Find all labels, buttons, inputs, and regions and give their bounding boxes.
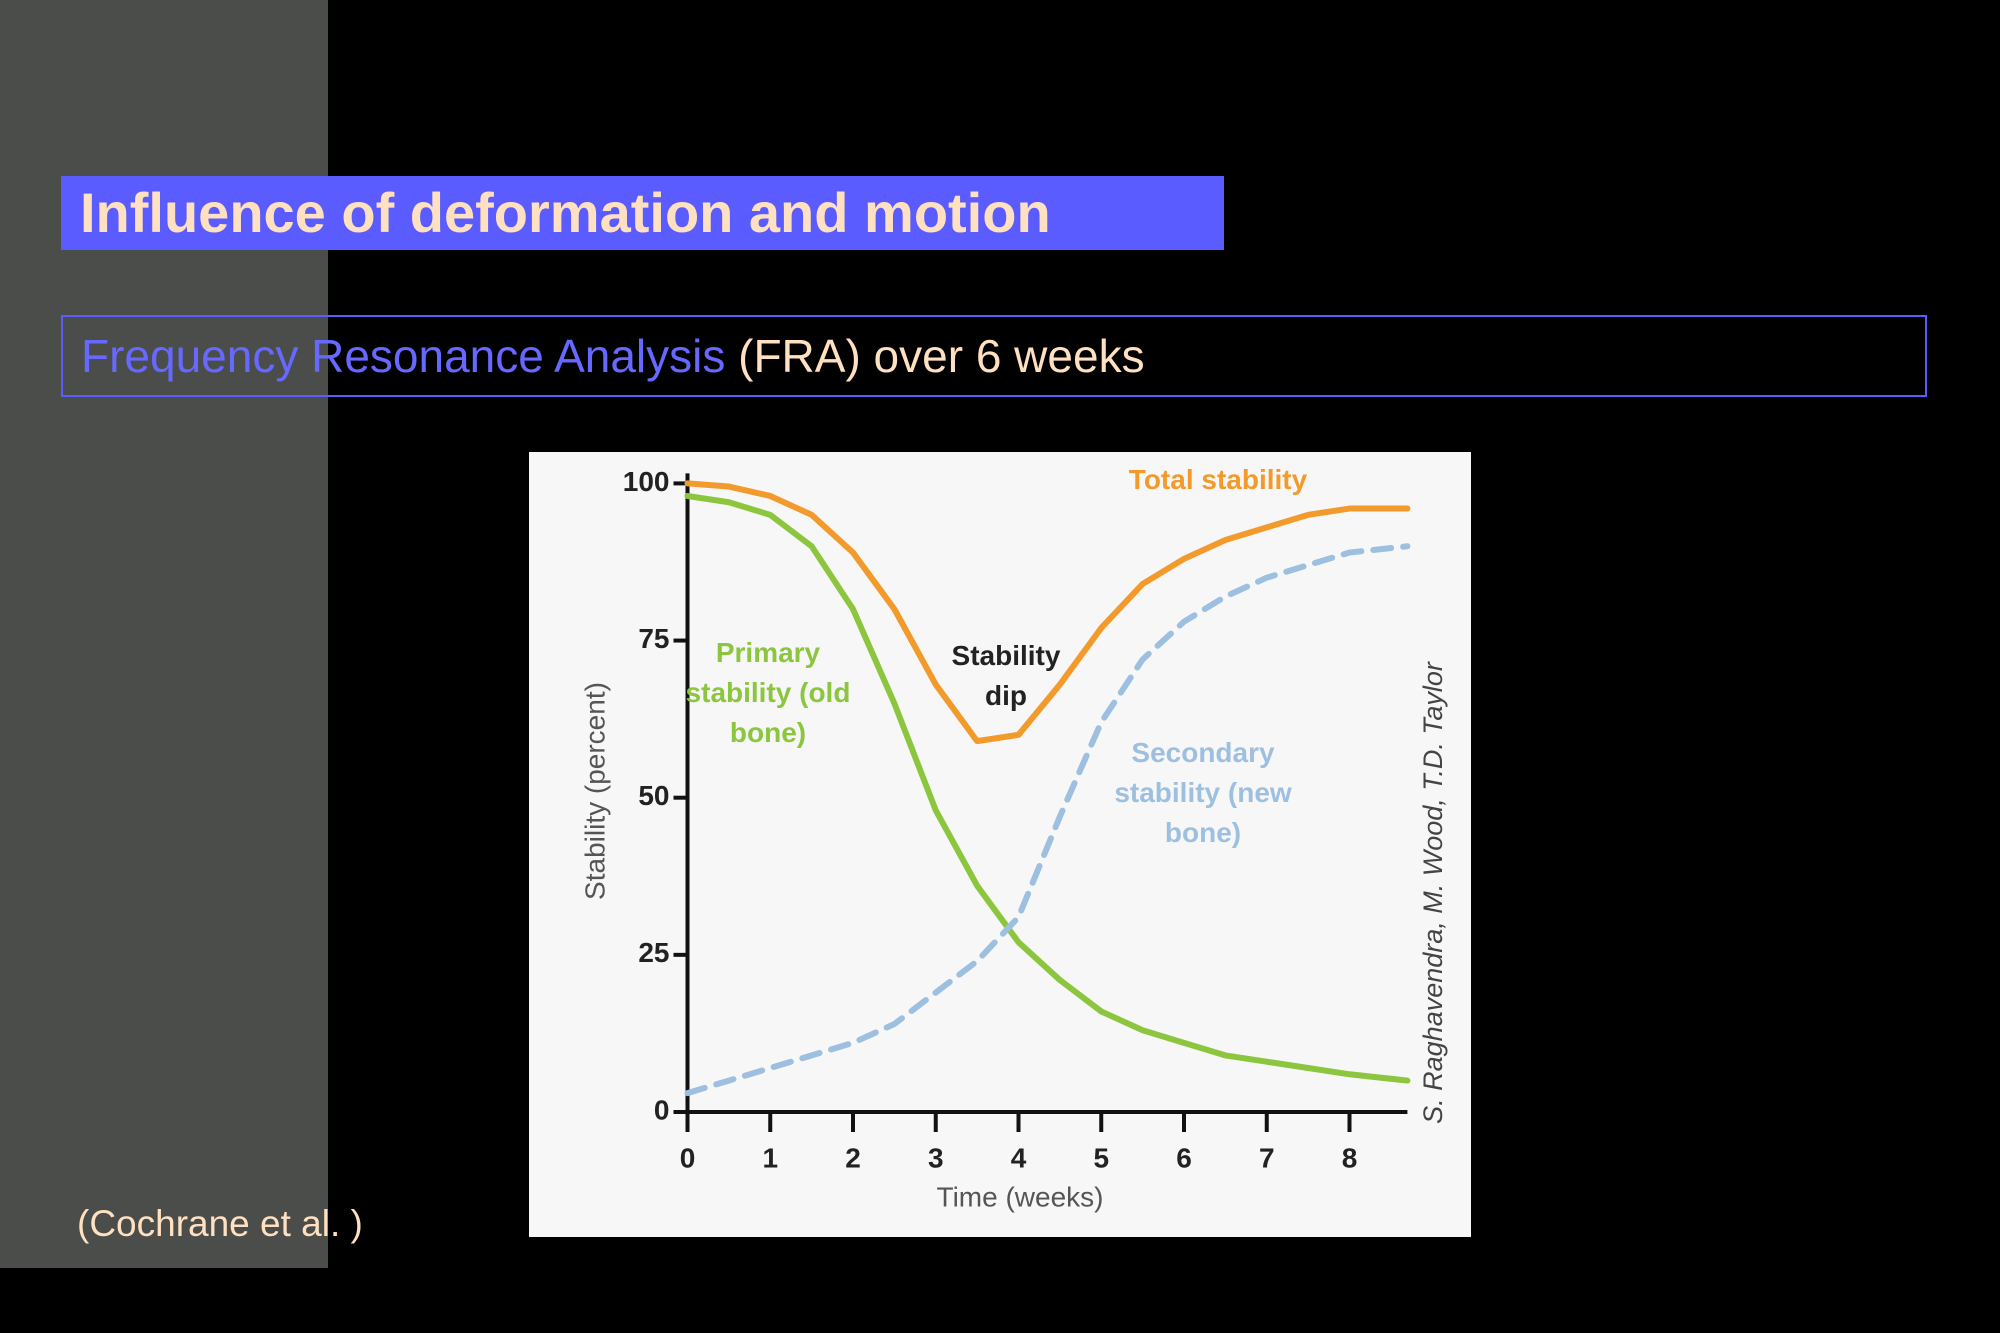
title-box: Influence of deformation and motion bbox=[61, 176, 1224, 250]
x-tick-label: 7 bbox=[1259, 1142, 1275, 1173]
y-tick-label: 50 bbox=[638, 780, 669, 811]
y-axis-label: Stability (percent) bbox=[579, 682, 610, 900]
y-tick-label: 100 bbox=[623, 466, 670, 497]
series-label: Secondary stability (new bone) bbox=[1114, 737, 1292, 848]
y-tick-label: 25 bbox=[638, 937, 669, 968]
y-tick-label: 75 bbox=[638, 623, 669, 654]
citation: (Cochrane et al. ) bbox=[77, 1203, 363, 1244]
title: Influence of deformation and motion bbox=[80, 181, 1051, 244]
subtitle-highlight: Frequency Resonance Analysis bbox=[81, 330, 726, 382]
x-tick-label: 4 bbox=[1011, 1142, 1027, 1173]
x-tick-label: 2 bbox=[845, 1142, 861, 1173]
subtitle-box: Frequency Resonance Analysis (FRA) over … bbox=[61, 315, 1927, 397]
subtitle: Frequency Resonance Analysis (FRA) over … bbox=[81, 317, 1145, 395]
x-tick-label: 3 bbox=[928, 1142, 944, 1173]
subtitle-rest: (FRA) over 6 weeks bbox=[738, 330, 1145, 382]
series-line bbox=[684, 543, 1411, 1097]
series-line bbox=[684, 492, 1411, 1084]
series-label: Primary stability (old bone) bbox=[685, 637, 851, 748]
x-axis-label: Time (weeks) bbox=[937, 1181, 1104, 1212]
series-line bbox=[684, 480, 1411, 745]
credit: S. Raghavendra, M. Wood, T.D. Taylor bbox=[1418, 661, 1448, 1124]
x-tick-label: 6 bbox=[1176, 1142, 1192, 1173]
x-tick-label: 0 bbox=[680, 1142, 696, 1173]
x-tick-label: 5 bbox=[1093, 1142, 1109, 1173]
annotation: Stability dip bbox=[951, 640, 1061, 711]
x-tick-label: 1 bbox=[762, 1142, 778, 1173]
series-label: Total stability bbox=[1128, 464, 1308, 495]
y-tick-label: 0 bbox=[654, 1094, 670, 1125]
x-tick-label: 8 bbox=[1342, 1142, 1358, 1173]
